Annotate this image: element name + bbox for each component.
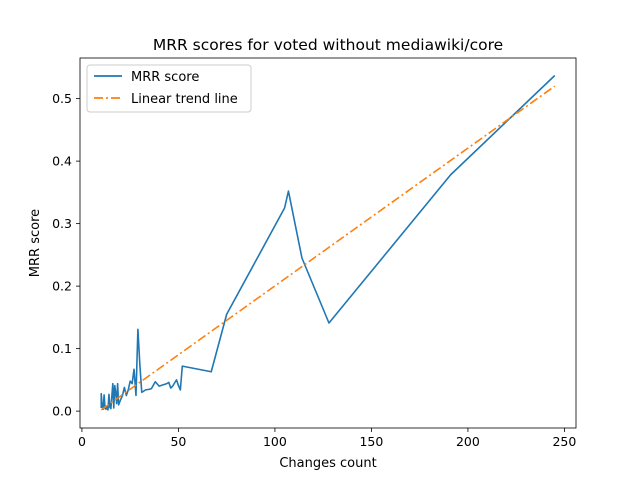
series-layer bbox=[100, 74, 556, 411]
y-axis-ticks: 0.0 0.1 0.2 0.3 0.4 0.5 bbox=[52, 91, 80, 419]
legend-box bbox=[86, 64, 252, 113]
x-tick-label: 150 bbox=[359, 434, 383, 449]
x-tick-label: 100 bbox=[263, 434, 287, 449]
plot-frame bbox=[79, 57, 577, 429]
y-tick-label: 0.5 bbox=[52, 91, 72, 106]
x-tick-label: 200 bbox=[456, 434, 480, 449]
y-tick-label: 0.3 bbox=[52, 216, 72, 231]
x-axis-label: Changes count bbox=[279, 456, 376, 471]
x-tick-label: 250 bbox=[552, 434, 576, 449]
chart-title: MRR scores for voted without mediawiki/c… bbox=[153, 36, 503, 54]
x-tick-label: 50 bbox=[170, 434, 186, 449]
axes-layer bbox=[79, 57, 577, 429]
legend-label-mrr-score: MRR score bbox=[131, 70, 199, 85]
x-axis-ticks: 0 50 100 150 200 250 bbox=[78, 428, 576, 449]
legend: MRR score Linear trend line bbox=[86, 64, 252, 113]
series-line-linear-trend-line bbox=[100, 85, 556, 411]
x-tick-label: 0 bbox=[78, 434, 86, 449]
y-tick-label: 0.0 bbox=[52, 404, 72, 419]
y-axis-label: MRR score bbox=[28, 209, 43, 277]
series-line-mrr-score bbox=[100, 74, 556, 411]
legend-label-linear-trend-line: Linear trend line bbox=[131, 92, 238, 107]
y-tick-label: 0.4 bbox=[52, 154, 72, 169]
y-tick-label: 0.2 bbox=[52, 279, 72, 294]
y-tick-label: 0.1 bbox=[52, 341, 72, 356]
